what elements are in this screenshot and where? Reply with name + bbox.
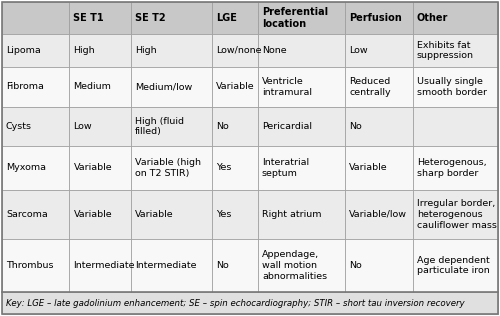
Bar: [345, 146, 412, 190]
Bar: [70, 107, 131, 146]
Bar: [412, 67, 498, 107]
Text: Intermediate: Intermediate: [135, 261, 196, 270]
Bar: [212, 67, 258, 107]
Text: Intermediate: Intermediate: [74, 261, 135, 270]
Bar: [70, 146, 131, 190]
Bar: [2, 239, 70, 292]
Text: High: High: [135, 46, 156, 55]
Text: Other: Other: [416, 13, 448, 23]
Bar: [131, 146, 212, 190]
Bar: [258, 2, 345, 33]
Bar: [70, 239, 131, 292]
Bar: [131, 2, 212, 33]
Bar: [412, 239, 498, 292]
Bar: [345, 2, 412, 33]
Bar: [345, 33, 412, 67]
Text: Interatrial
septum: Interatrial septum: [262, 158, 309, 178]
Text: Preferential
location: Preferential location: [262, 7, 328, 29]
Text: Perfusion: Perfusion: [349, 13, 402, 23]
Text: Age dependent
particulate iron: Age dependent particulate iron: [416, 256, 490, 276]
Bar: [131, 107, 212, 146]
Text: Sarcoma: Sarcoma: [6, 210, 48, 219]
Bar: [412, 2, 498, 33]
Bar: [345, 239, 412, 292]
Text: Lipoma: Lipoma: [6, 46, 41, 55]
Text: Variable: Variable: [216, 82, 255, 91]
Bar: [345, 107, 412, 146]
Bar: [258, 146, 345, 190]
Bar: [2, 292, 498, 314]
Bar: [212, 33, 258, 67]
Text: Low: Low: [74, 122, 92, 131]
Bar: [345, 67, 412, 107]
Bar: [70, 67, 131, 107]
Bar: [70, 33, 131, 67]
Text: Pericardial: Pericardial: [262, 122, 312, 131]
Bar: [2, 190, 70, 239]
Bar: [258, 190, 345, 239]
Text: High (fluid
filled): High (fluid filled): [135, 117, 184, 136]
Bar: [412, 107, 498, 146]
Text: Variable: Variable: [74, 163, 112, 172]
Bar: [345, 190, 412, 239]
Bar: [212, 190, 258, 239]
Text: Irregular border,
heterogenous
cauliflower mass: Irregular border, heterogenous cauliflow…: [416, 199, 496, 229]
Bar: [2, 107, 70, 146]
Text: Heterogenous,
sharp border: Heterogenous, sharp border: [416, 158, 486, 178]
Bar: [412, 190, 498, 239]
Bar: [131, 190, 212, 239]
Text: Variable: Variable: [74, 210, 112, 219]
Bar: [2, 146, 70, 190]
Text: Variable: Variable: [135, 210, 173, 219]
Text: Thrombus: Thrombus: [6, 261, 54, 270]
Text: High: High: [74, 46, 95, 55]
Text: Key: LGE – late gadolinium enhancement; SE – spin echocardiography; STIR – short: Key: LGE – late gadolinium enhancement; …: [6, 299, 464, 308]
Text: Medium: Medium: [74, 82, 112, 91]
Bar: [258, 67, 345, 107]
Text: Low: Low: [349, 46, 368, 55]
Text: Yes: Yes: [216, 210, 232, 219]
Text: Usually single
smooth border: Usually single smooth border: [416, 77, 486, 97]
Text: Yes: Yes: [216, 163, 232, 172]
Text: No: No: [216, 122, 229, 131]
Text: Exhibits fat
suppression: Exhibits fat suppression: [416, 40, 474, 60]
Bar: [131, 239, 212, 292]
Text: Appendage,
wall motion
abnormalities: Appendage, wall motion abnormalities: [262, 250, 327, 281]
Text: Cysts: Cysts: [6, 122, 32, 131]
Bar: [258, 33, 345, 67]
Text: Ventricle
intramural: Ventricle intramural: [262, 77, 312, 97]
Text: SE T2: SE T2: [135, 13, 166, 23]
Bar: [2, 2, 70, 33]
Text: No: No: [349, 122, 362, 131]
Bar: [212, 239, 258, 292]
Bar: [212, 146, 258, 190]
Bar: [412, 146, 498, 190]
Text: Right atrium: Right atrium: [262, 210, 322, 219]
Text: Myxoma: Myxoma: [6, 163, 46, 172]
Text: Variable (high
on T2 STIR): Variable (high on T2 STIR): [135, 158, 201, 178]
Text: No: No: [216, 261, 229, 270]
Text: Low/none: Low/none: [216, 46, 262, 55]
Bar: [70, 190, 131, 239]
Bar: [2, 33, 70, 67]
Text: SE T1: SE T1: [74, 13, 104, 23]
Bar: [2, 67, 70, 107]
Bar: [70, 2, 131, 33]
Text: No: No: [349, 261, 362, 270]
Bar: [258, 239, 345, 292]
Bar: [258, 107, 345, 146]
Bar: [412, 33, 498, 67]
Bar: [212, 2, 258, 33]
Text: Medium/low: Medium/low: [135, 82, 192, 91]
Bar: [212, 107, 258, 146]
Text: None: None: [262, 46, 286, 55]
Text: Reduced
centrally: Reduced centrally: [349, 77, 391, 97]
Text: Variable: Variable: [349, 163, 388, 172]
Text: Variable/low: Variable/low: [349, 210, 407, 219]
Bar: [131, 67, 212, 107]
Text: LGE: LGE: [216, 13, 237, 23]
Bar: [131, 33, 212, 67]
Text: Fibroma: Fibroma: [6, 82, 44, 91]
